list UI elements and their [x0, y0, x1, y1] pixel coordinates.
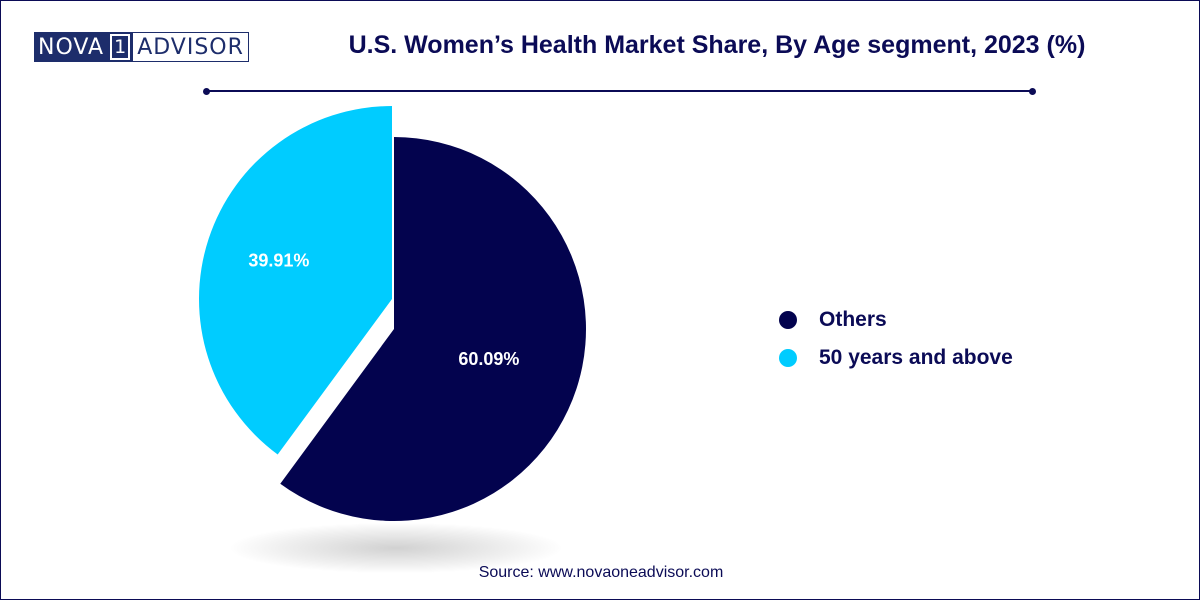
- pie-shadow: [231, 523, 561, 573]
- logo-number: 1: [110, 34, 131, 60]
- title-divider: [207, 90, 1032, 92]
- source-note: Source: www.novaoneadvisor.com: [478, 564, 724, 581]
- legend-swatch-50-plus: [779, 349, 797, 367]
- logo-text-nova: NOVA: [34, 32, 109, 62]
- legend-swatch-others: [779, 311, 797, 329]
- legend: Others 50 years and above: [779, 301, 1013, 377]
- legend-item-50-plus: 50 years and above: [779, 339, 1013, 377]
- pie-slice-50-plus: [198, 106, 392, 455]
- legend-item-others: Others: [779, 301, 1013, 339]
- nova-one-advisor-logo: NOVA 1 ADVISOR: [34, 32, 249, 62]
- divider-left-dot: [203, 88, 210, 95]
- chart-title: U.S. Women’s Health Market Share, By Age…: [348, 31, 1086, 59]
- pie-label-50-plus: 39.91%: [248, 251, 309, 271]
- pie-slice-others: [280, 137, 586, 522]
- legend-label-50-plus: 50 years and above: [819, 346, 1013, 369]
- divider-right-dot: [1029, 88, 1036, 95]
- legend-label-others: Others: [819, 308, 887, 331]
- pie-label-others: 60.09%: [458, 349, 519, 369]
- logo-text-advisor: ADVISOR: [132, 32, 249, 62]
